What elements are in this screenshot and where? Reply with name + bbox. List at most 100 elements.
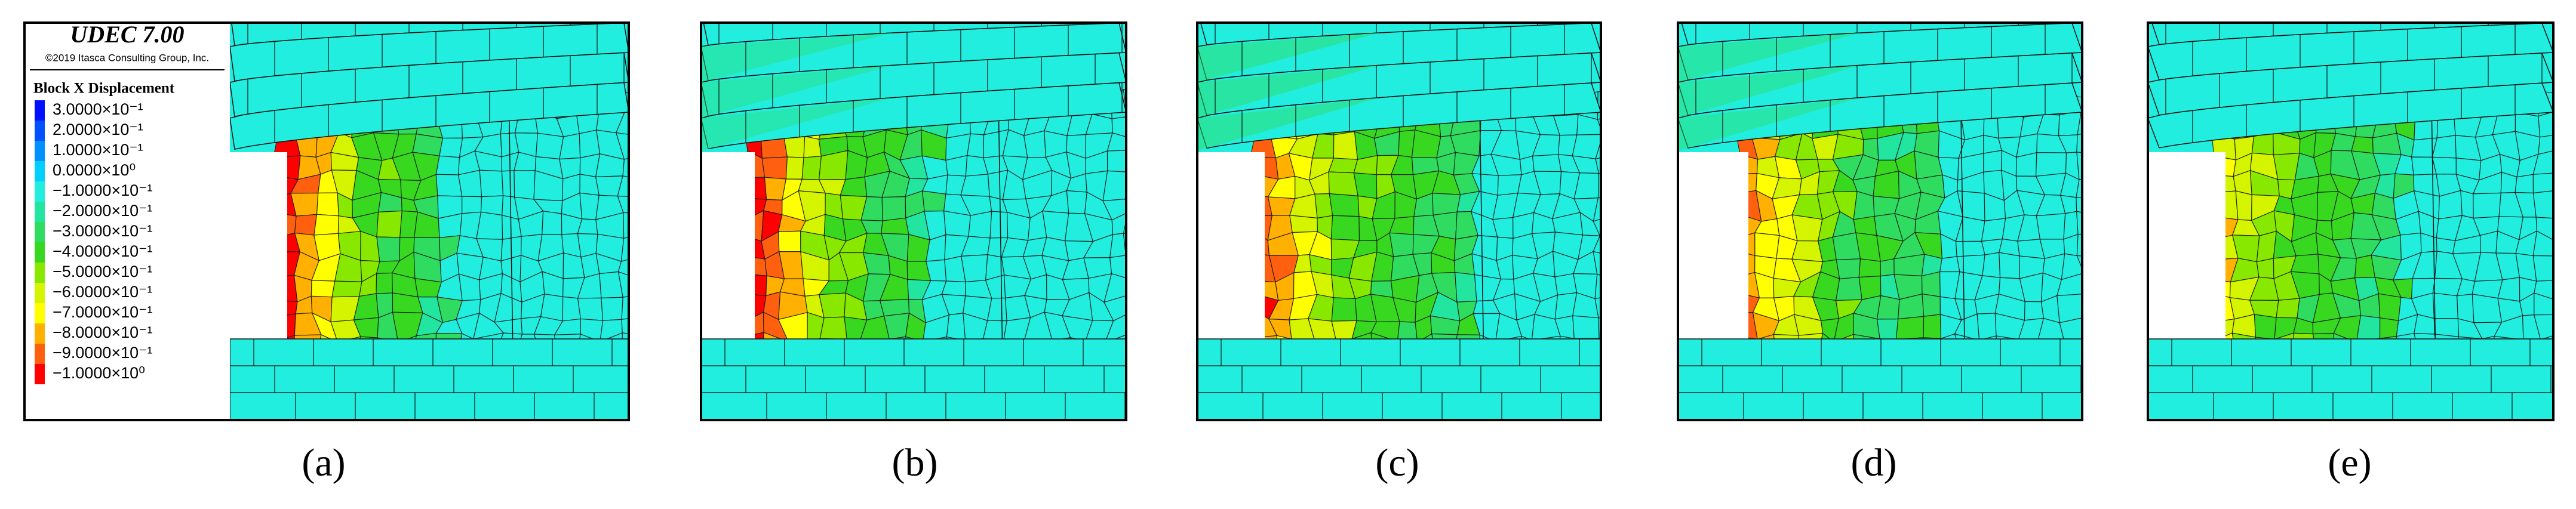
block	[601, 297, 623, 321]
block	[2076, 233, 2082, 257]
block	[660, 137, 685, 157]
block	[656, 336, 683, 361]
block	[1637, 256, 1663, 278]
block	[1613, 91, 1643, 116]
block	[660, 150, 684, 177]
block	[2036, 213, 2066, 240]
block	[1923, 314, 1942, 340]
roof-beam	[230, 82, 629, 150]
block	[623, 212, 629, 239]
block	[1836, 258, 1861, 279]
block	[1613, 273, 1641, 296]
block	[2432, 292, 2458, 319]
block	[2117, 252, 2144, 280]
legend: UDEC 7.00 ©2019 Itasca Consulting Group,…	[30, 21, 225, 384]
block	[1981, 218, 2006, 242]
block	[2254, 314, 2277, 340]
legend-label: −8.0000×10⁻¹	[53, 323, 152, 341]
block	[1146, 295, 1166, 320]
block	[621, 296, 629, 320]
block	[659, 253, 686, 282]
block	[2433, 317, 2460, 338]
block	[2103, 313, 2123, 342]
block	[476, 211, 503, 240]
block	[1880, 258, 1895, 277]
panel-label: (c)	[1375, 441, 1419, 485]
block	[1613, 180, 1643, 196]
block	[313, 214, 339, 236]
block	[1042, 211, 1069, 242]
panel-image	[2148, 23, 2576, 420]
legend-swatch	[35, 364, 45, 384]
block	[1616, 135, 1639, 153]
block	[2235, 190, 2252, 221]
block	[2076, 178, 2082, 199]
block	[1146, 172, 1172, 199]
block	[2117, 170, 2147, 199]
block	[1166, 91, 1189, 111]
roof-beam	[2148, 82, 2553, 149]
block	[1171, 174, 1190, 199]
block	[620, 237, 629, 262]
block	[659, 273, 686, 300]
panel	[1197, 23, 1663, 420]
legend-label: −6.0000×10⁻¹	[53, 283, 152, 301]
block	[1166, 232, 1192, 255]
block	[1328, 158, 1358, 174]
block	[577, 297, 604, 321]
block	[535, 132, 564, 160]
block	[1328, 171, 1358, 196]
block	[2555, 150, 2576, 172]
block	[665, 357, 683, 384]
block	[637, 295, 664, 320]
block	[2473, 192, 2501, 219]
block	[1124, 393, 1126, 401]
panel-label: (b)	[892, 441, 938, 485]
block	[617, 258, 629, 276]
block	[435, 155, 460, 175]
block	[1126, 314, 1146, 338]
block	[1165, 338, 1192, 356]
block	[636, 335, 665, 361]
block	[1895, 316, 1925, 340]
block	[2557, 251, 2576, 280]
block	[1853, 190, 1875, 220]
panel-frame	[2147, 21, 2555, 421]
block	[479, 169, 504, 198]
block	[1106, 132, 1126, 152]
block	[2561, 314, 2576, 343]
block	[2117, 373, 2141, 398]
block	[2097, 89, 2123, 119]
block	[1149, 272, 1169, 295]
block	[960, 174, 990, 197]
block	[501, 170, 515, 198]
block	[1146, 316, 1166, 339]
block	[2098, 130, 2125, 155]
block	[2118, 153, 2147, 175]
opening	[2148, 152, 2225, 339]
block	[1613, 340, 1641, 363]
block	[1146, 215, 1169, 234]
opening	[1197, 152, 1265, 339]
block	[1636, 116, 1661, 137]
floor	[1678, 338, 2082, 420]
block	[645, 137, 666, 157]
block	[2101, 335, 2123, 363]
joint	[998, 112, 1003, 340]
block	[2076, 197, 2082, 213]
block	[1455, 272, 1477, 303]
block	[967, 133, 985, 159]
panel-frame	[1196, 21, 1602, 421]
block	[1615, 380, 1643, 402]
block	[2101, 377, 2123, 401]
block	[1167, 254, 1191, 280]
block	[1613, 317, 1642, 341]
block	[2532, 255, 2553, 282]
block	[1164, 294, 1191, 320]
block	[1169, 199, 1190, 220]
block	[1593, 197, 1601, 222]
block	[1023, 130, 1046, 158]
block	[1066, 190, 1087, 214]
block	[638, 193, 656, 220]
block	[881, 217, 909, 235]
